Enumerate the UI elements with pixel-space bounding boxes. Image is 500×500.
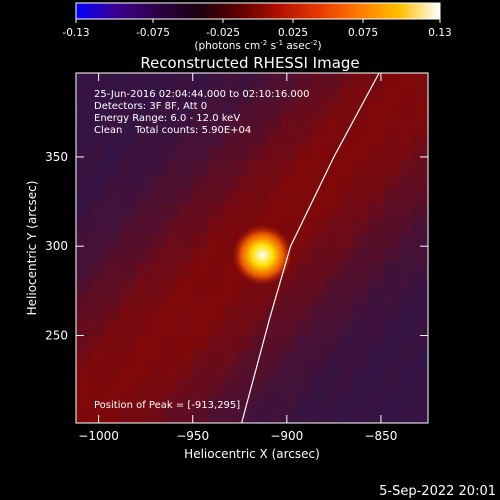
y-axis-label: Heliocentric Y (arcsec)	[25, 181, 39, 316]
peak-source	[232, 225, 293, 286]
colorbar-tick-label: 0.025	[278, 27, 308, 39]
y-tick-label: 250	[45, 329, 68, 343]
colorbar-tick-label: 0.075	[348, 27, 378, 39]
heatmap-image	[76, 73, 428, 423]
colorbar-tick-label: -0.13	[62, 27, 89, 39]
x-tick-label: −850	[364, 429, 397, 443]
colorbar-tick-label: -0.075	[136, 27, 170, 39]
plot-area: −1000 −950 −900 −850 250 300 350	[45, 72, 429, 443]
info-detectors: Detectors: 3F 8F, Att 0	[94, 101, 207, 112]
plot-frame	[75, 72, 429, 424]
info-time-range: 25-Jun-2016 02:04:44.000 to 02:10:16.000	[94, 89, 310, 100]
colorbar-units: (photons cm-2 s-1 asec-2)	[194, 39, 321, 52]
x-axis-label: Heliocentric X (arcsec)	[184, 447, 320, 461]
colorbar-ticks: -0.13 -0.075 -0.025 0.025 0.075 0.13	[62, 19, 452, 39]
x-axis-ticks: −1000 −950 −900 −850	[78, 73, 397, 443]
colorbar-tick-label: -0.025	[206, 27, 240, 39]
x-tick-label: −900	[270, 429, 303, 443]
peak-position-label: Position of Peak = [-913,295]	[94, 400, 240, 411]
footer-date: 5-Sep-2022 20:01	[379, 484, 496, 499]
x-tick-label: −1000	[78, 429, 119, 443]
colorbar-gradient	[75, 2, 441, 20]
solar-limb	[241, 73, 380, 423]
x-tick-label: −950	[176, 429, 209, 443]
info-clean-counts: Clean Total counts: 5.90E+04	[94, 125, 251, 136]
y-tick-label: 300	[45, 239, 68, 253]
chart-title: Reconstructed RHESSI Image	[140, 54, 359, 72]
info-box: 25-Jun-2016 02:04:44.000 to 02:10:16.000…	[94, 89, 310, 411]
y-axis-ticks: 250 300 350	[45, 150, 428, 343]
colorbar: -0.13 -0.075 -0.025 0.025 0.075 0.13 (photons…	[62, 2, 452, 52]
colorbar-tick-label: 0.13	[428, 27, 451, 39]
info-energy-range: Energy Range: 6.0 - 12.0 keV	[94, 113, 240, 124]
y-tick-label: 350	[45, 150, 68, 164]
